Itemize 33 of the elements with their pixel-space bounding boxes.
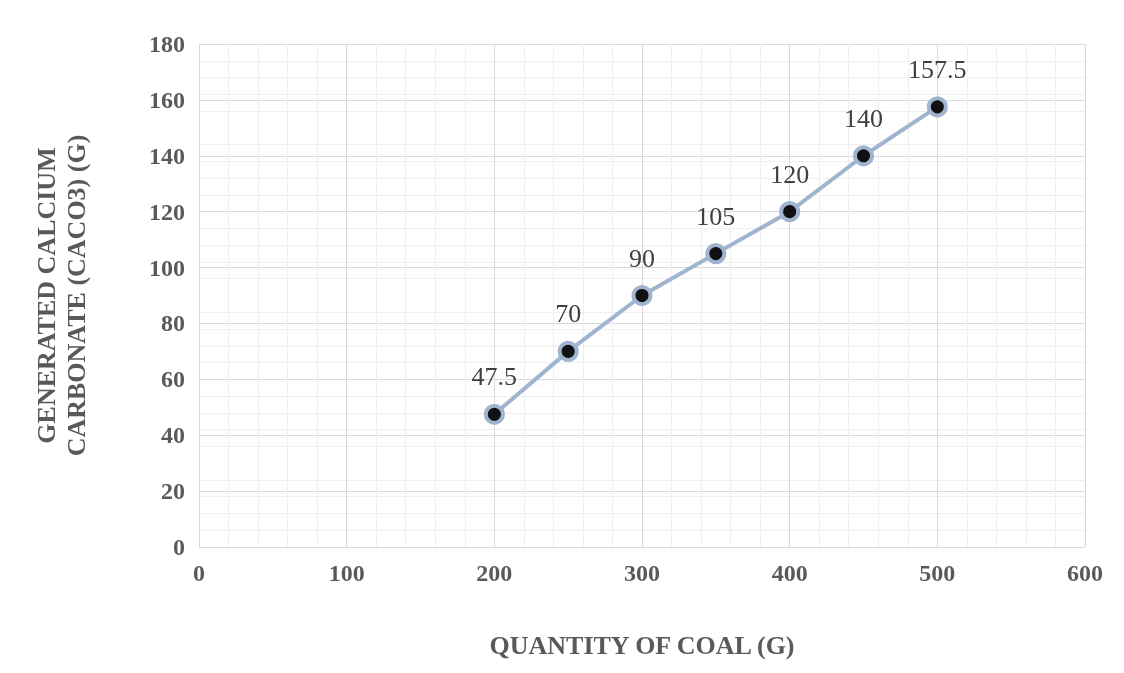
data-label: 140 — [844, 103, 883, 133]
x-axis-title: QUANTITY OF COAL (G) — [489, 630, 795, 660]
y-tick-label: 60 — [161, 366, 185, 393]
y-tick-label: 140 — [149, 142, 185, 169]
x-tick-label: 0 — [193, 560, 205, 586]
point — [705, 243, 727, 265]
point — [631, 285, 653, 306]
data-label: 157.5 — [908, 54, 967, 84]
data-label: 105 — [696, 201, 736, 231]
x-tick-label: 500 — [919, 560, 956, 586]
point — [483, 403, 505, 425]
y-axis-title: GENERATED CALCIUM CARBONATE (CACO3) (G) — [31, 134, 91, 457]
data-label: 90 — [629, 243, 655, 273]
point — [779, 201, 801, 223]
y-tick-label: 0 — [173, 534, 185, 560]
y-tick-label: 20 — [161, 478, 185, 505]
x-tick-label: 600 — [1067, 560, 1103, 586]
y-tick-label: 180 — [149, 31, 185, 57]
y-tick-label: 40 — [161, 422, 185, 449]
x-tick-label: 300 — [624, 560, 660, 586]
y-tick-label: 120 — [149, 198, 185, 225]
data-label: 47.5 — [471, 362, 518, 392]
point — [557, 340, 579, 362]
data-label: 70 — [555, 299, 582, 329]
point — [853, 145, 874, 167]
x-tick-label: 400 — [771, 560, 808, 586]
y-tick-label: 100 — [149, 254, 185, 281]
x-tick-label: 200 — [476, 560, 513, 586]
y-tick-label: 80 — [161, 310, 185, 337]
point — [926, 96, 948, 118]
y-tick-label: 160 — [149, 86, 185, 113]
x-tick-label: 100 — [328, 560, 365, 586]
data-label: 120 — [770, 159, 810, 189]
